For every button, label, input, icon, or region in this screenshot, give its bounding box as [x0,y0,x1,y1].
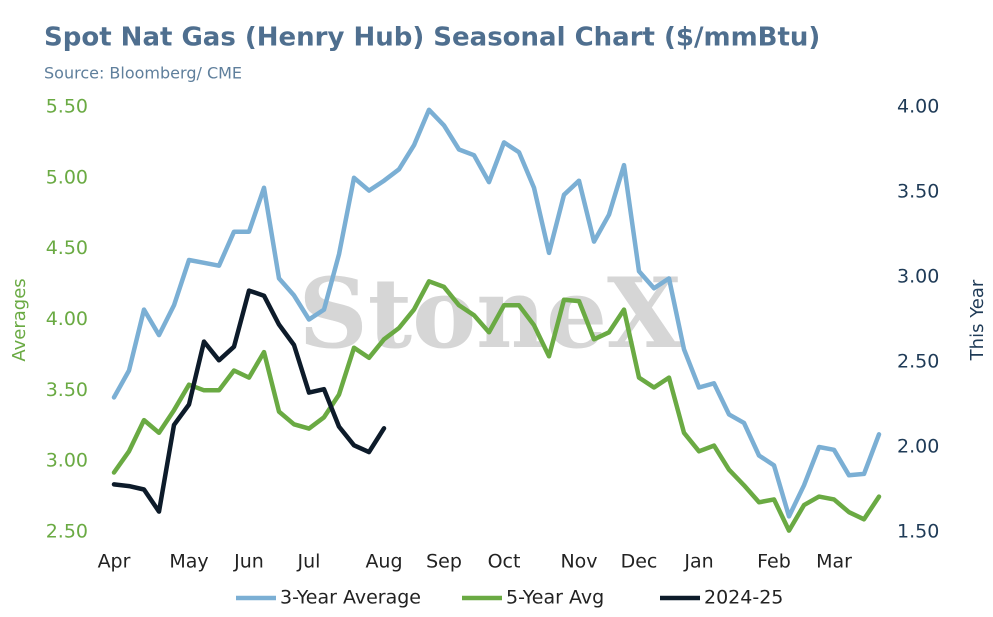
series-line [111,107,882,519]
y-axis-title: Averages [9,278,30,361]
legend-label: 2024-25 [704,587,783,609]
y2-tick-label: 4.00 [897,96,939,118]
x-tick-label: Feb [757,551,791,573]
x-tick-label: Apr [98,551,131,573]
legend-label: 3-Year Average [280,587,421,609]
x-tick-label: Jan [683,551,713,573]
x-tick-label: Aug [365,551,402,573]
chart-subtitle: Source: Bloomberg/ CME [44,64,242,83]
x-tick-label: Dec [621,551,658,573]
y-tick-label: 5.00 [46,166,88,188]
y-tick-label: 3.00 [46,450,88,472]
y-tick-label: 4.00 [46,308,88,330]
y-tick-label: 2.50 [46,521,88,543]
x-tick-label: Jul [297,551,321,573]
y-tick-label: 5.50 [46,96,88,118]
x-tick-label: Jun [233,551,264,573]
y2-tick-label: 1.50 [897,521,939,543]
x-tick-label: Nov [560,551,597,573]
y2-tick-label: 3.50 [897,181,939,203]
x-tick-label: Mar [816,551,852,573]
x-tick-label: Oct [488,551,521,573]
series-line [111,279,882,533]
y2-tick-label: 2.50 [897,351,939,373]
chart-title: Spot Nat Gas (Henry Hub) Seasonal Chart … [44,23,820,53]
y2-tick-label: 3.00 [897,266,939,288]
y2-tick-label: 2.00 [897,436,939,458]
y2-axis-title: This Year [967,279,988,361]
y-tick-label: 4.50 [46,237,88,259]
x-tick-label: May [169,551,208,573]
y-tick-label: 3.50 [46,379,88,401]
legend-label: 5-Year Avg [506,587,604,609]
series-line [111,288,387,514]
x-tick-label: Sep [426,551,462,573]
